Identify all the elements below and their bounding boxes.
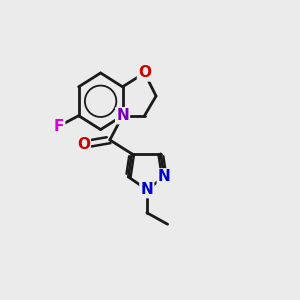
Text: O: O: [138, 65, 151, 80]
Text: F: F: [54, 118, 64, 134]
Text: N: N: [116, 108, 129, 123]
Text: O: O: [77, 137, 90, 152]
Text: N: N: [158, 169, 170, 184]
Text: N: N: [140, 182, 153, 197]
